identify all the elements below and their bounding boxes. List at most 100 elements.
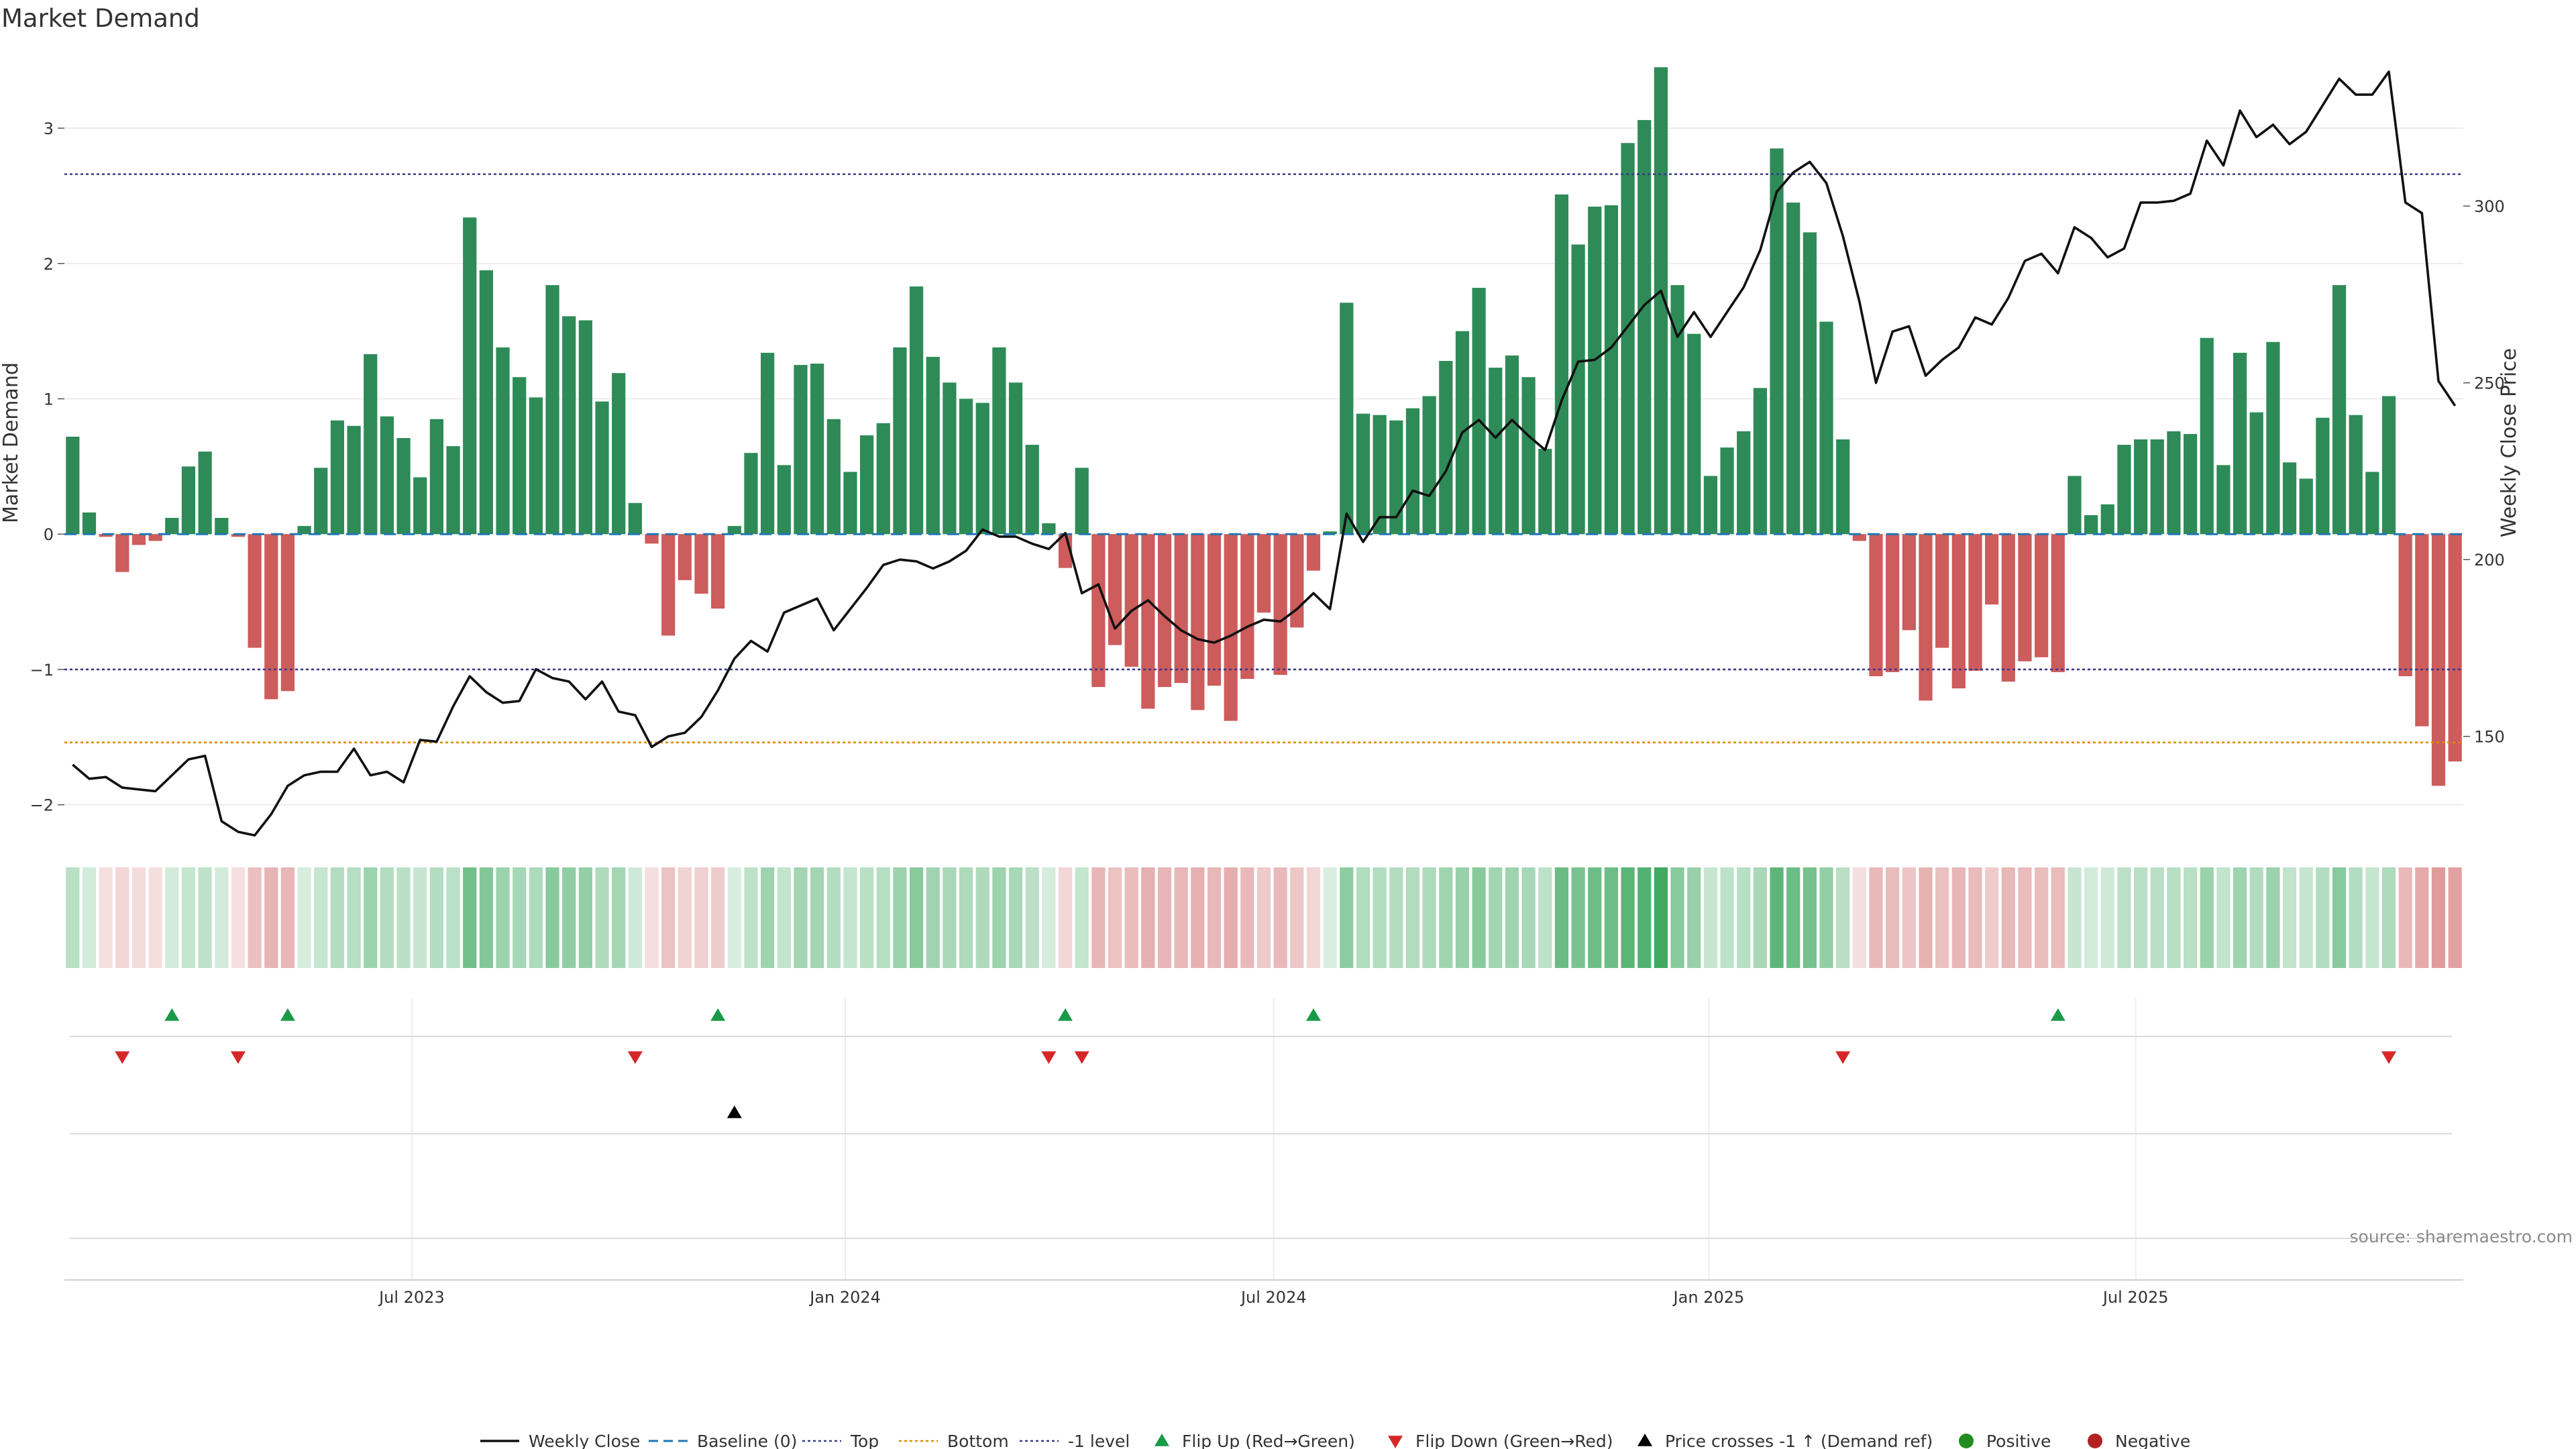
y-tick-label: 1 [44, 390, 54, 409]
level-lines [64, 173, 2463, 744]
flip-down-marker [2381, 1051, 2397, 1064]
heat-cell [1008, 867, 1023, 968]
heat-cell [2183, 867, 2198, 968]
demand-bar [826, 419, 841, 535]
heat-cell [975, 867, 989, 968]
legend-label: Baseline (0) [697, 1432, 797, 1449]
heat-cell [2299, 867, 2313, 968]
demand-bar [1025, 445, 1039, 535]
heat-cell [2266, 867, 2280, 968]
heat-cell [1886, 867, 1900, 968]
demand-bar [2316, 417, 2330, 535]
demand-bar [2001, 534, 2015, 682]
flip-down-marker [230, 1051, 246, 1064]
demand-bar [1687, 333, 1701, 535]
demand-bar [1422, 396, 1436, 535]
demand-bar [131, 534, 146, 545]
heat-cell [1306, 867, 1321, 968]
heat-cell [463, 867, 477, 968]
heat-cell [364, 867, 378, 968]
heat-cell [1786, 867, 1801, 968]
heat-cell [280, 867, 295, 968]
demand-bar [2117, 445, 2131, 535]
heat-cell [2051, 867, 2065, 968]
y-tick-label: 3 [44, 119, 54, 138]
demand-bar [1638, 119, 1652, 535]
heat-cell [1951, 867, 1966, 968]
heat-cell [115, 867, 129, 968]
heat-cell [1670, 867, 1684, 968]
heat-cell [1554, 867, 1569, 968]
heat-cell [2233, 867, 2247, 968]
heat-cell [1638, 867, 1652, 968]
x-tick-label: Jan 2025 [1672, 1288, 1745, 1307]
demand-bar [2035, 534, 2049, 657]
heat-cell [231, 867, 246, 968]
demand-bar [1356, 413, 1371, 535]
demand-bar [1273, 534, 1287, 675]
heat-cell [1588, 867, 1602, 968]
heat-cell [859, 867, 874, 968]
demand-bar [1389, 420, 1403, 535]
heat-cell [347, 867, 361, 968]
heat-cell [810, 867, 824, 968]
chart-title: Market Demand [1, 4, 200, 33]
demand-bar [943, 382, 957, 535]
y-tick-label: −2 [30, 796, 54, 815]
demand-bar [1405, 408, 1420, 535]
demand-bar [859, 435, 874, 535]
demand-bar [1042, 523, 1056, 535]
demand-bar [777, 465, 791, 535]
heat-cell [2431, 867, 2446, 968]
heat-cell [926, 867, 940, 968]
demand-bar [595, 401, 609, 535]
heat-cell [1191, 867, 1205, 968]
heat-cell [1654, 867, 1668, 968]
heat-cell [396, 867, 411, 968]
heat-cell [843, 867, 857, 968]
heat-cell [2282, 867, 2297, 968]
flip-down-marker [1041, 1051, 1057, 1064]
flip-up-marker [1305, 1008, 1321, 1021]
demand-bar [2266, 341, 2280, 535]
demand-bar [1852, 534, 1866, 541]
heat-cell [1919, 867, 1933, 968]
triangle-up-black-legend-icon [1638, 1434, 1652, 1446]
heat-cell [1058, 867, 1073, 968]
legend-label: Top [850, 1432, 879, 1449]
heat-cell [330, 867, 345, 968]
heat-cell [66, 867, 80, 968]
demand-bar [513, 377, 527, 535]
heat-cell [1505, 867, 1519, 968]
demand-bar [413, 477, 427, 535]
heat-cell [513, 867, 527, 968]
heat-cell [1389, 867, 1403, 968]
heat-cell [1405, 867, 1420, 968]
demand-bar [264, 534, 278, 700]
demand-bar [959, 398, 973, 535]
heat-cell [2216, 867, 2231, 968]
demand-heat-strip [66, 867, 2462, 968]
triangle-up-green-legend-icon [1155, 1434, 1169, 1446]
demand-bar [1919, 534, 1933, 701]
heat-cell [893, 867, 907, 968]
demand-bar [396, 437, 411, 535]
y2-tick-label: 250 [2474, 374, 2505, 393]
heat-cell [2349, 867, 2363, 968]
demand-bar [1008, 382, 1023, 535]
demand-bar [463, 217, 477, 535]
heat-cell [297, 867, 311, 968]
demand-bar [380, 416, 394, 535]
heat-cell [2150, 867, 2164, 968]
heat-cell [82, 867, 97, 968]
heat-cell [1753, 867, 1767, 968]
heat-cell [1042, 867, 1056, 968]
legend-label: Flip Down (Green→Red) [1415, 1432, 1613, 1449]
demand-bar [876, 423, 890, 535]
heat-cell [2398, 867, 2412, 968]
demand-bar [297, 526, 311, 535]
heat-cell [1373, 867, 1387, 968]
gridlines [64, 127, 2463, 806]
demand-bar [1075, 468, 1089, 535]
